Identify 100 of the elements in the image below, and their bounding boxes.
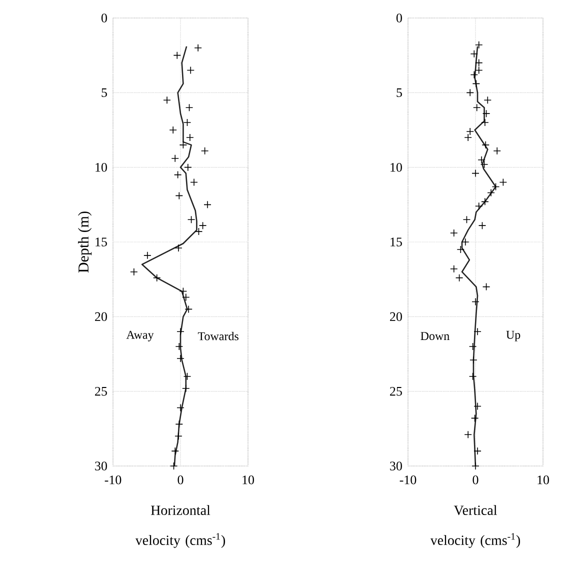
- annotation: Towards: [198, 332, 238, 340]
- point: [183, 372, 192, 380]
- point: [175, 342, 184, 350]
- y-tick-label: 25: [390, 386, 402, 396]
- point: [198, 222, 207, 230]
- point: [144, 252, 152, 260]
- point: [464, 134, 472, 142]
- point: [186, 66, 195, 74]
- point: [481, 118, 489, 126]
- point: [482, 282, 490, 291]
- point: [450, 229, 458, 237]
- point: [174, 432, 182, 440]
- point: [176, 354, 184, 362]
- point: [194, 44, 202, 52]
- y-axis-title: Depth (m): [78, 212, 92, 273]
- point: [187, 216, 196, 224]
- annotation: Down: [420, 332, 450, 340]
- point: [462, 216, 471, 224]
- point: [482, 110, 490, 118]
- point: [492, 182, 500, 191]
- point: [478, 222, 486, 230]
- point: [200, 147, 209, 155]
- x-tick-label: 10: [538, 476, 550, 484]
- point: [472, 80, 480, 88]
- x-tick-label: 10: [242, 476, 254, 484]
- point: [481, 198, 489, 206]
- point: [470, 70, 478, 79]
- point: [472, 104, 481, 112]
- point: [472, 169, 480, 178]
- annotation: Away: [126, 330, 154, 342]
- y-tick-label: 15: [390, 238, 402, 246]
- point: [152, 274, 161, 282]
- point: [474, 328, 482, 336]
- y-tick-label: 0: [396, 14, 402, 22]
- point: [470, 414, 479, 422]
- point: [185, 104, 194, 112]
- annotation: Up: [506, 330, 520, 342]
- point: [184, 305, 193, 314]
- point: [186, 134, 194, 142]
- y-tick-label: 5: [102, 88, 107, 97]
- point: [474, 58, 483, 67]
- point: [176, 404, 184, 412]
- point: [176, 328, 184, 336]
- point: [175, 192, 184, 200]
- point: [184, 163, 192, 172]
- x-tick-label: -10: [104, 476, 122, 484]
- point: [484, 96, 492, 104]
- text: Horizontal velocity (cms$^{-1}$): [135, 505, 226, 548]
- point: [174, 244, 182, 252]
- y-tick-label: 20: [95, 312, 107, 322]
- y-tick-label: 15: [96, 238, 107, 246]
- point: [482, 141, 490, 149]
- y-tick-label: 30: [390, 462, 402, 470]
- point: [464, 430, 472, 439]
- point: [456, 246, 465, 254]
- point: [179, 141, 188, 149]
- point: [204, 200, 212, 209]
- y-tick-label: 0: [101, 14, 107, 22]
- point: [472, 462, 480, 470]
- point: [182, 384, 190, 392]
- point: [470, 50, 478, 58]
- point: [474, 402, 482, 410]
- point: [466, 88, 474, 97]
- y-tick-label: 30: [95, 462, 107, 470]
- point: [171, 447, 180, 455]
- point: [487, 188, 495, 197]
- x-tick-label: 0: [472, 476, 478, 484]
- y-tick-label: 25: [95, 386, 107, 396]
- point: [468, 372, 477, 380]
- x-tick-label: 0: [178, 476, 184, 484]
- point: [455, 274, 464, 282]
- point: [130, 268, 138, 276]
- point: [163, 96, 171, 104]
- point: [470, 356, 478, 364]
- point: [468, 342, 477, 350]
- text: Vertical velocity (cms$^{-1}$): [430, 505, 520, 548]
- line-series: [461, 46, 496, 467]
- point: [190, 178, 198, 186]
- point: [472, 298, 480, 306]
- point: [474, 66, 483, 74]
- point: [474, 202, 483, 210]
- point: [493, 147, 501, 155]
- point: [499, 178, 508, 186]
- point: [174, 170, 182, 179]
- point: [474, 447, 482, 455]
- y-tick-label: 10: [96, 162, 107, 172]
- point: [194, 228, 203, 236]
- point: [175, 420, 184, 428]
- point: [466, 128, 474, 136]
- y-tick-label: 10: [390, 162, 402, 172]
- point: [173, 51, 182, 60]
- point: [170, 462, 178, 470]
- point: [461, 238, 470, 246]
- x-tick-label: -10: [400, 476, 416, 484]
- point: [171, 154, 180, 162]
- point: [474, 40, 483, 49]
- point: [183, 118, 192, 126]
- y-tick-label: 5: [396, 88, 402, 97]
- y-tick-label: 20: [390, 312, 402, 322]
- point: [450, 264, 458, 273]
